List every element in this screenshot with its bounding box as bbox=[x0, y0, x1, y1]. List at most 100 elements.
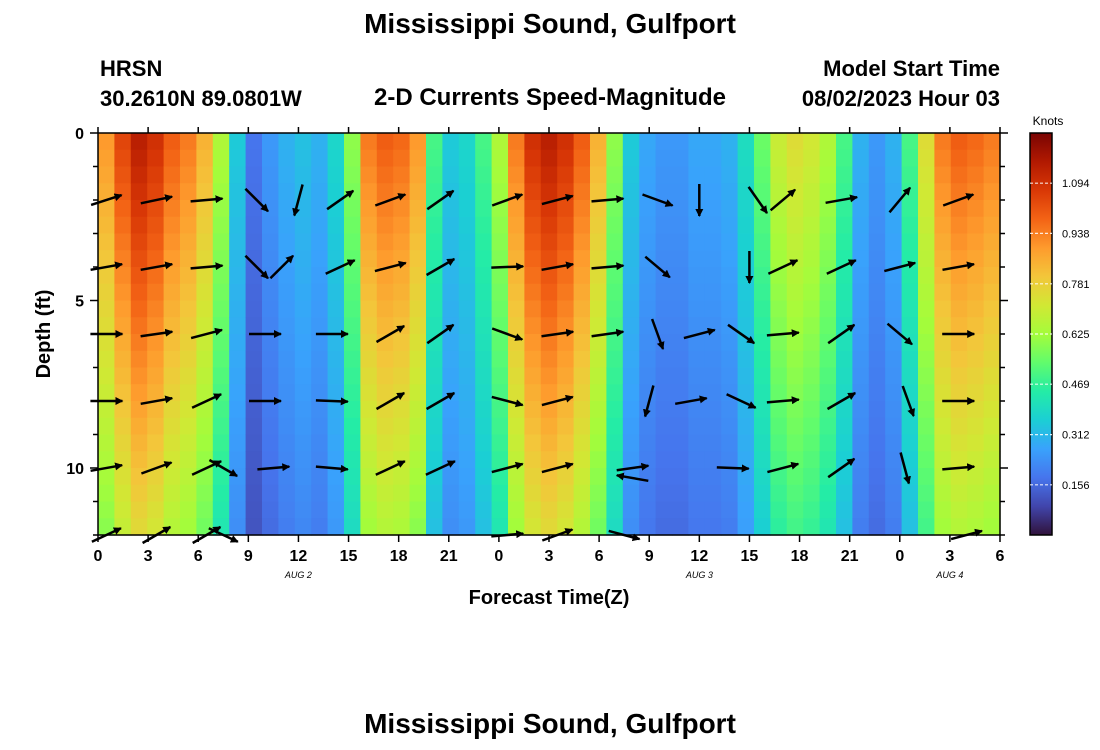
heatmap-cell bbox=[852, 501, 870, 519]
heatmap-cell bbox=[409, 518, 427, 536]
heatmap-cell bbox=[147, 334, 165, 352]
heatmap-cell bbox=[98, 518, 115, 536]
heatmap-cell bbox=[983, 216, 1001, 235]
current-vector bbox=[90, 193, 123, 207]
date-label: AUG 2 bbox=[284, 570, 312, 580]
heatmap-cell bbox=[130, 401, 148, 419]
heatmap-cell bbox=[524, 149, 542, 168]
heatmap-cell bbox=[376, 166, 394, 184]
heatmap-cell bbox=[344, 334, 361, 352]
heatmap-cell bbox=[622, 233, 640, 251]
heatmap-cell bbox=[376, 216, 394, 235]
heatmap-cell bbox=[458, 166, 476, 184]
heatmap-cell bbox=[98, 417, 115, 436]
heatmap-cell bbox=[360, 384, 378, 402]
heatmap-cell bbox=[672, 317, 689, 335]
heatmap-cell bbox=[754, 401, 771, 419]
heatmap-cell bbox=[606, 451, 624, 469]
heatmap-cell bbox=[426, 350, 443, 369]
heatmap-cell bbox=[245, 367, 263, 385]
heatmap-cell bbox=[721, 183, 739, 201]
heatmap-cell bbox=[852, 451, 870, 469]
heatmap-cell bbox=[770, 434, 788, 452]
heatmap-cell bbox=[950, 267, 968, 285]
heatmap-cell bbox=[786, 300, 804, 318]
heatmap-cell bbox=[688, 451, 706, 469]
heatmap-cell bbox=[327, 317, 345, 335]
heatmap-cell bbox=[540, 133, 558, 151]
heatmap-cell bbox=[885, 451, 903, 469]
current-vector bbox=[491, 327, 524, 341]
heatmap-cell bbox=[573, 250, 591, 268]
heatmap-cell bbox=[672, 350, 689, 369]
chart-title: Mississippi Sound, Gulfport bbox=[364, 8, 736, 39]
heatmap-cell bbox=[229, 250, 247, 268]
heatmap-cell bbox=[409, 367, 427, 385]
heatmap-cell bbox=[409, 350, 427, 369]
heatmap-cell bbox=[672, 200, 689, 218]
heatmap-cell bbox=[721, 166, 739, 184]
heatmap-cell bbox=[557, 367, 575, 385]
heatmap-cell bbox=[770, 484, 788, 503]
heatmap-cell bbox=[393, 133, 411, 151]
heatmap-cell bbox=[803, 451, 821, 469]
heatmap-cell bbox=[754, 468, 771, 486]
heatmap-cell bbox=[950, 200, 968, 218]
heatmap-cell bbox=[344, 133, 361, 151]
heatmap-cell bbox=[737, 367, 755, 385]
heatmap-cell bbox=[376, 317, 394, 335]
heatmap-cell bbox=[573, 451, 591, 469]
current-vector bbox=[541, 261, 575, 272]
heatmap-cell bbox=[688, 367, 706, 385]
heatmap-cell bbox=[327, 434, 345, 452]
heatmap-cell bbox=[442, 267, 460, 285]
heatmap-cell bbox=[147, 216, 165, 235]
heatmap-cell bbox=[245, 183, 263, 201]
heatmap-cell bbox=[786, 434, 804, 452]
heatmap-cell bbox=[180, 233, 197, 251]
current-vector bbox=[826, 259, 857, 275]
heatmap-cell bbox=[294, 468, 312, 486]
heatmap-cell bbox=[885, 166, 903, 184]
heatmap-cell bbox=[639, 216, 657, 235]
heatmap-cell bbox=[786, 149, 804, 168]
heatmap-cell bbox=[458, 233, 476, 251]
heatmap-cell bbox=[229, 149, 247, 168]
heatmap-cell bbox=[754, 267, 771, 285]
current-vector bbox=[541, 193, 574, 206]
heatmap-cell bbox=[294, 367, 312, 385]
current-vector bbox=[375, 391, 406, 411]
heatmap-cell bbox=[130, 434, 148, 452]
heatmap-cell bbox=[426, 216, 443, 235]
heatmap-cell bbox=[672, 468, 689, 486]
heatmap-cell bbox=[163, 283, 181, 302]
heatmap-cell bbox=[655, 133, 673, 151]
current-vector bbox=[190, 195, 224, 204]
heatmap-cell bbox=[393, 300, 411, 318]
heatmap-cell bbox=[245, 267, 263, 285]
heatmap-cell bbox=[590, 267, 607, 285]
heatmap-cell bbox=[114, 133, 132, 151]
heatmap-cell bbox=[688, 267, 706, 285]
heatmap-cell bbox=[786, 484, 804, 503]
heatmap-cell bbox=[590, 149, 607, 168]
heatmap-cell bbox=[376, 149, 394, 168]
heatmap-cell bbox=[344, 434, 361, 452]
heatmap-cell bbox=[573, 300, 591, 318]
heatmap-cell bbox=[950, 451, 968, 469]
heatmap-cell bbox=[819, 133, 837, 151]
heatmap-cell bbox=[573, 434, 591, 452]
heatmap-cell bbox=[606, 501, 624, 519]
heatmap-cell bbox=[409, 317, 427, 335]
current-vector bbox=[541, 328, 575, 338]
heatmap-cell bbox=[491, 367, 509, 385]
heatmap-cell bbox=[344, 401, 361, 419]
heatmap-cell bbox=[426, 434, 443, 452]
heatmap-cell bbox=[360, 317, 378, 335]
heatmap-cell bbox=[983, 317, 1001, 335]
heatmap-cell bbox=[475, 334, 493, 352]
heatmap-cell bbox=[704, 183, 722, 201]
heatmap-cell bbox=[147, 283, 165, 302]
heatmap-cell bbox=[327, 149, 345, 168]
heatmap-cell bbox=[786, 133, 804, 151]
